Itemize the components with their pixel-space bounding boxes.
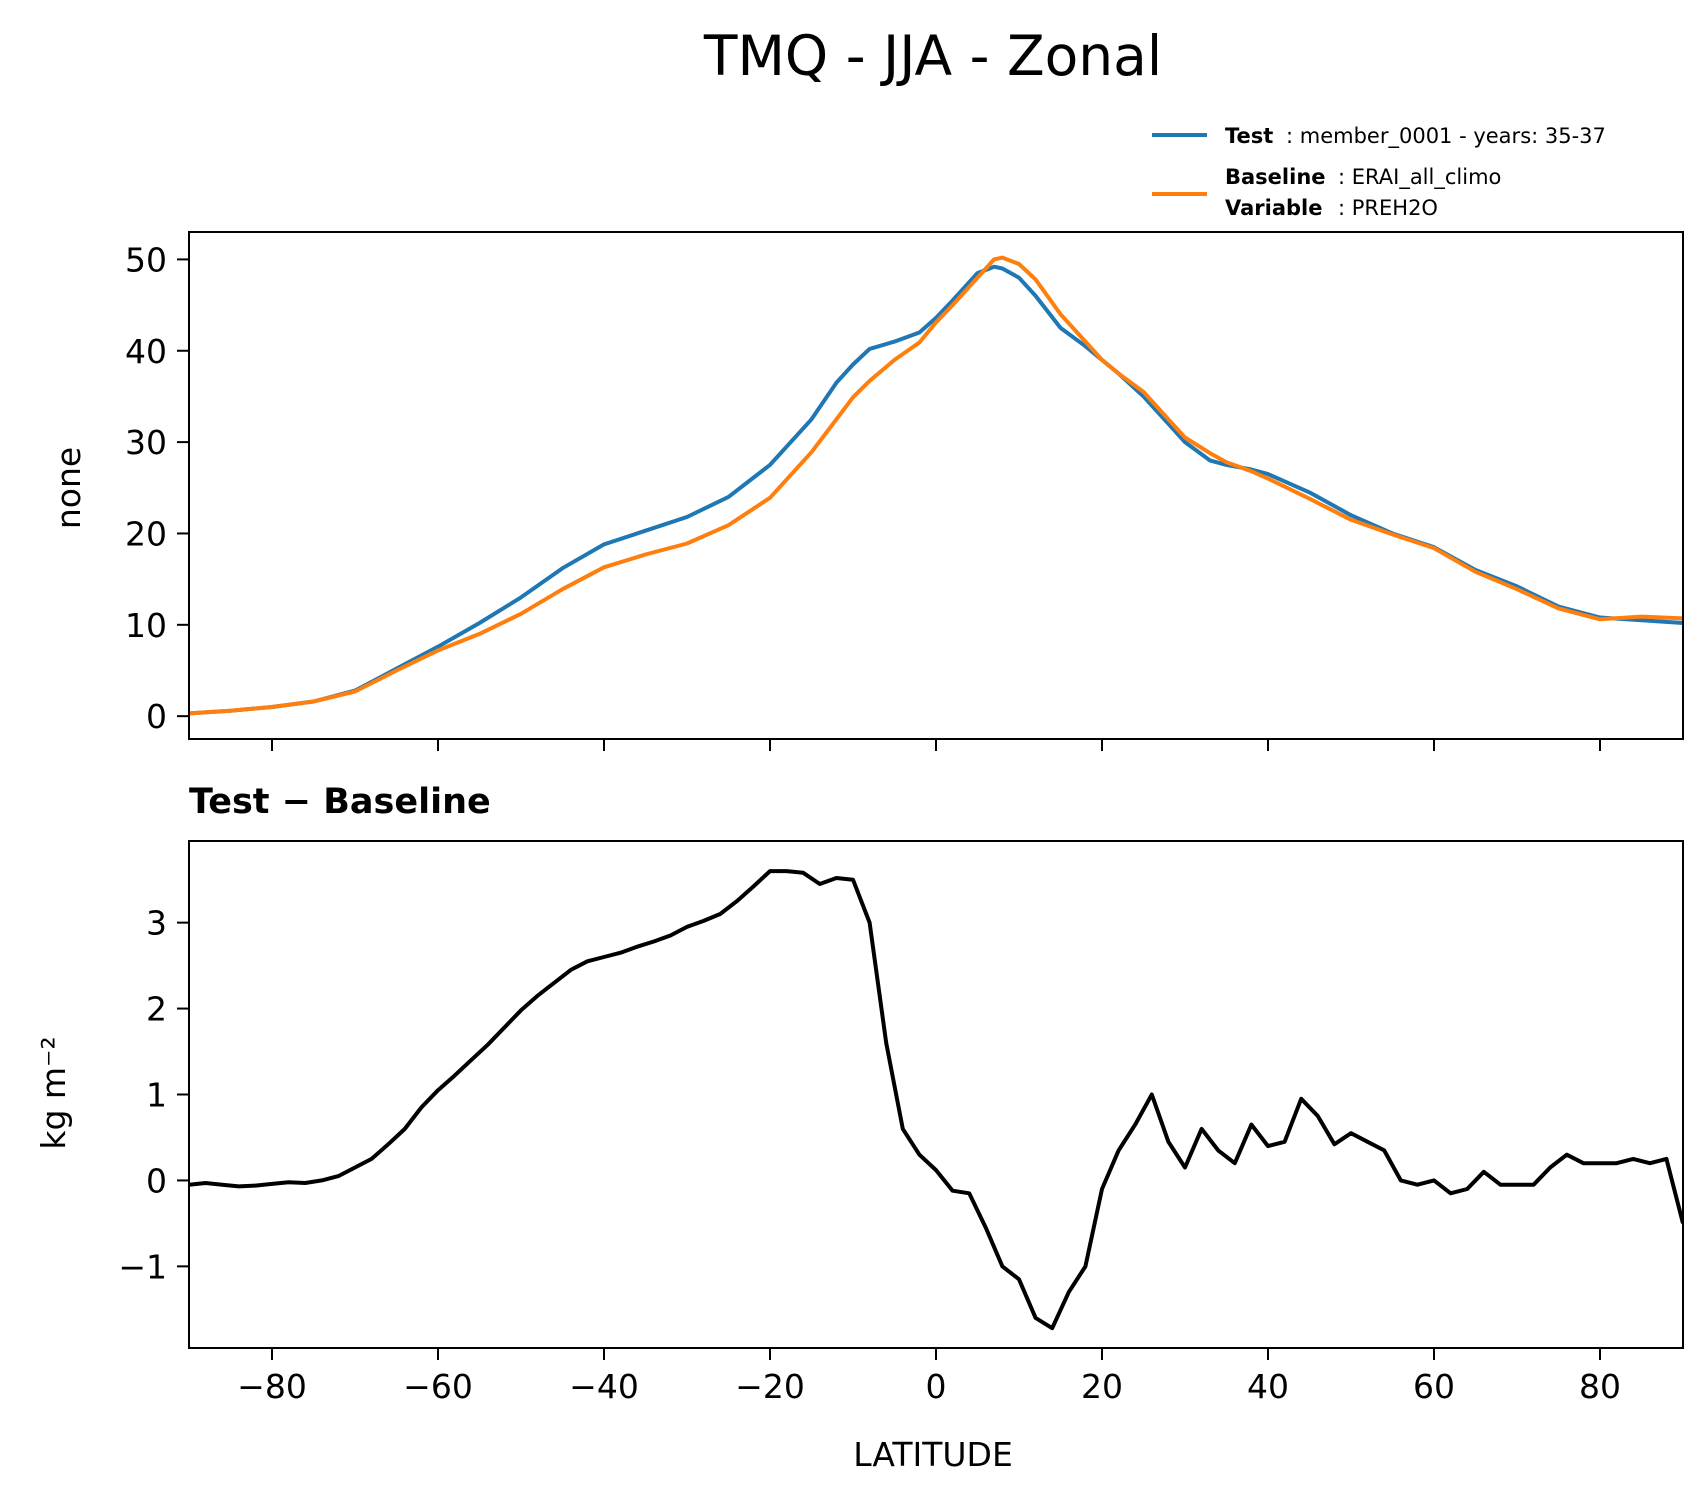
legend-test-value: : member_0001 - years: 35-37 [1286,124,1606,149]
bottom-xlabel: LATITUDE [853,1435,1013,1474]
top-series-line-test [189,264,1683,716]
bottom-xtick-label: −20 [735,1367,805,1406]
top-ytick-label: 40 [125,332,167,371]
bottom-xtick-label: −60 [403,1367,473,1406]
bottom-ytick-label: 0 [146,1161,167,1200]
bottom-xtick-label: 80 [1579,1367,1621,1406]
legend-variable-key: Variable [1225,196,1322,220]
legend: Test : member_0001 - years: 35-37 Baseli… [1152,124,1606,220]
legend-variable-value: : PREH2O [1338,196,1438,220]
top-ytick-label: 30 [125,423,167,462]
top-ylabel: none [49,447,88,529]
bottom-xtick-label: 60 [1413,1367,1455,1406]
legend-baseline-key: Baseline [1225,165,1326,189]
bottom-xtick-label: −80 [237,1367,307,1406]
legend-test-key: Test [1225,124,1273,148]
top-ytick-label: 50 [125,240,167,279]
bottom-ytick-label: 2 [146,990,167,1029]
difference-title: Test − Baseline [189,782,491,822]
bottom-ytick-label: 1 [146,1076,167,1115]
top-ytick-label: 0 [146,697,167,736]
bottom-ytick-label: 3 [146,904,167,943]
zonal-mean-panel: none 0 10 20 30 40 50 [49,231,1684,751]
legend-baseline-value: : ERAI_all_climo [1338,165,1501,190]
top-series-line-baseline [189,255,1683,716]
bottom-xtick-label: 40 [1247,1367,1289,1406]
bottom-series-line-test-baseline [189,869,1683,1331]
top-ytick-label: 10 [125,606,167,645]
bottom-ytick-label: −1 [118,1247,167,1286]
chart-title: TMQ - JJA - Zonal [703,24,1162,88]
bottom-xtick-label: −40 [569,1367,639,1406]
top-ytick-label: 20 [125,514,167,553]
bottom-xtick-label: 20 [1081,1367,1123,1406]
difference-panel: Test − Baseline kg m⁻² LATITUDE −80 −60 −4… [34,782,1684,1474]
bottom-ylabel: kg m⁻² [34,1036,73,1149]
bottom-xtick-label: 0 [926,1367,947,1406]
